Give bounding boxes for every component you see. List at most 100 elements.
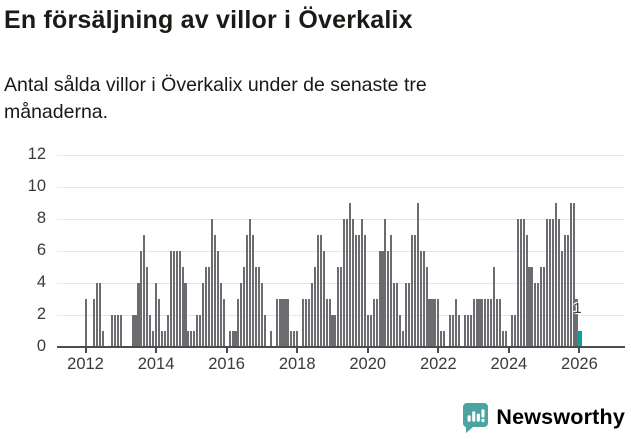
bar xyxy=(454,299,458,347)
bar xyxy=(431,299,434,347)
bar xyxy=(231,331,234,347)
bar-chart: 0 2 4 6 8 10 12 2012 2014 2016 2018 2020 2022 2024 202… xyxy=(0,140,631,385)
bar xyxy=(410,235,413,347)
x-axis-tick-label: 2024 xyxy=(490,355,528,373)
bar xyxy=(281,299,284,347)
bar xyxy=(275,299,278,347)
bar xyxy=(354,235,358,347)
x-axis-tick-label: 2020 xyxy=(349,355,387,373)
y-axis-tick-label: 6 xyxy=(36,241,46,259)
last-bar-value-label: 1 xyxy=(573,300,582,317)
gridline xyxy=(57,187,625,188)
bar xyxy=(137,283,140,347)
bar xyxy=(340,267,343,347)
bar xyxy=(102,331,105,347)
bar xyxy=(419,251,422,347)
bar xyxy=(210,219,213,347)
bar xyxy=(166,315,169,347)
x-axis-tick-label: 2018 xyxy=(278,355,316,373)
bar xyxy=(396,283,399,347)
bar xyxy=(466,315,469,347)
bar xyxy=(575,299,578,347)
bar xyxy=(152,331,155,347)
bar xyxy=(319,235,322,347)
bar xyxy=(572,203,575,347)
bar xyxy=(131,315,134,347)
bar xyxy=(501,331,505,347)
bar xyxy=(487,299,490,347)
bar xyxy=(305,299,308,347)
x-axis-tick-label: 2022 xyxy=(419,355,457,373)
bar xyxy=(222,299,225,347)
bar xyxy=(325,299,328,347)
chart-subtitle: Antal sålda villor i Överkalix under de … xyxy=(4,72,564,126)
bar xyxy=(393,283,396,347)
bar xyxy=(155,283,158,347)
bar xyxy=(549,219,552,347)
bar xyxy=(560,251,563,347)
newsworthy-logo-text: Newsworthy xyxy=(496,404,625,429)
bar xyxy=(481,299,484,347)
bar xyxy=(207,267,211,347)
bar xyxy=(316,235,319,347)
bar xyxy=(378,251,381,347)
bar xyxy=(475,299,478,347)
x-axis-tick-label: 2012 xyxy=(67,355,104,373)
bar xyxy=(343,219,346,347)
bar xyxy=(416,203,419,347)
bar xyxy=(158,299,161,347)
bar xyxy=(143,235,146,347)
bar xyxy=(240,283,243,347)
subtitle-line-1: Antal sålda villor i Överkalix under de … xyxy=(4,74,427,96)
bar xyxy=(284,299,287,347)
bar xyxy=(255,267,258,347)
bar xyxy=(307,299,311,347)
bar xyxy=(184,283,187,347)
bar xyxy=(246,235,249,347)
bar xyxy=(205,267,208,347)
bar xyxy=(469,315,472,347)
bar xyxy=(257,267,261,347)
bar xyxy=(428,299,431,347)
bar xyxy=(504,331,507,347)
newsworthy-bubble-chart-icon xyxy=(462,402,489,433)
bar xyxy=(243,267,246,347)
bar xyxy=(434,299,437,347)
bar xyxy=(449,315,452,347)
bar xyxy=(557,219,560,347)
bar xyxy=(196,315,199,347)
highlighted-bar xyxy=(577,331,582,347)
bar xyxy=(175,251,178,347)
bar xyxy=(452,315,455,347)
bar xyxy=(404,283,408,347)
x-axis-tick-mark xyxy=(296,348,299,353)
newsworthy-logo: Newsworthy xyxy=(462,401,625,433)
bar xyxy=(160,331,164,347)
bar xyxy=(322,251,325,347)
bar xyxy=(349,203,352,347)
x-axis-tick-mark xyxy=(578,348,581,353)
bar xyxy=(522,219,525,347)
bar xyxy=(399,315,402,347)
bar xyxy=(302,299,305,347)
bar xyxy=(190,331,193,347)
bar xyxy=(531,267,534,347)
bar xyxy=(199,315,202,347)
bar xyxy=(478,299,481,347)
bar xyxy=(381,251,384,347)
bar xyxy=(169,251,172,347)
bar xyxy=(178,251,181,347)
bar xyxy=(331,315,334,347)
bar xyxy=(528,267,531,347)
y-axis-tick-label: 8 xyxy=(36,209,46,227)
bar xyxy=(119,315,122,347)
bar xyxy=(278,299,281,347)
y-axis-tick-label: 2 xyxy=(36,305,46,323)
bar xyxy=(566,235,569,347)
bar xyxy=(296,331,299,347)
bar xyxy=(546,219,549,347)
bar xyxy=(554,203,557,347)
bar xyxy=(149,315,152,347)
bar xyxy=(375,299,378,347)
x-axis-tick-mark xyxy=(366,348,369,353)
